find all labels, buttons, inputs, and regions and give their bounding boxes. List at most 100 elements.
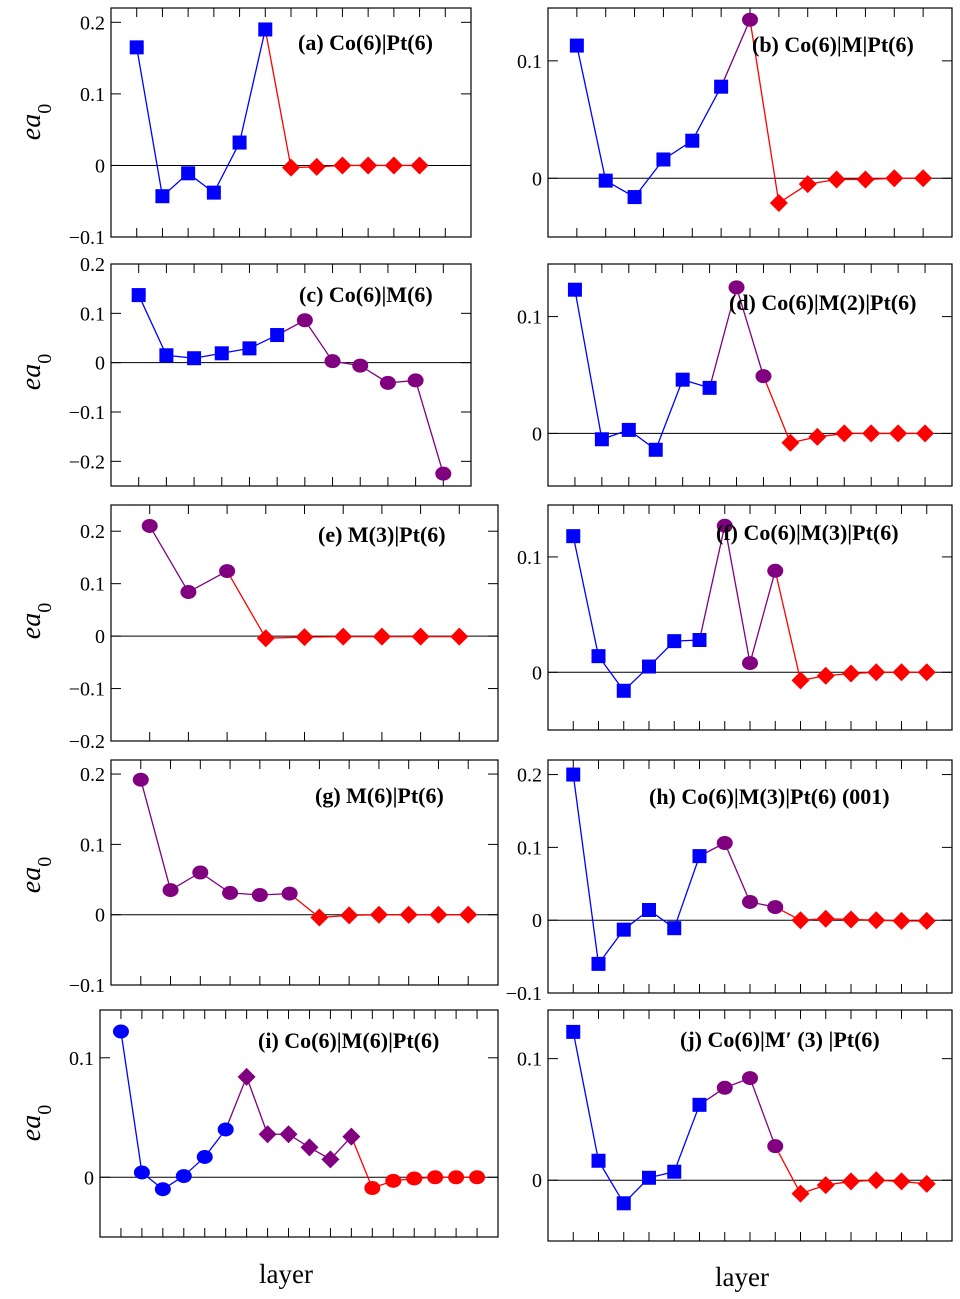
data-point-m [767,1139,784,1154]
y-tick-label: 0.1 [517,547,542,569]
data-point-m [192,865,209,880]
y-tick-label: −0.2 [69,731,105,753]
data-point-co [566,529,581,544]
series-segment [724,525,751,664]
y-axis-title: ea0 [16,603,56,639]
data-point-m [435,466,452,481]
data-point-co [627,190,642,205]
y-axis-title: ea0 [16,1105,56,1141]
series-segment [225,1076,248,1130]
y-tick-label: 0 [95,353,105,375]
data-point-pt [450,627,469,646]
series-segment [572,536,600,657]
panel-title: (a) Co(6)|Pt(6) [298,30,433,55]
data-point-m [716,1080,733,1095]
y-tick-label: 0.1 [517,1049,542,1071]
data-point-m [742,12,758,27]
y-tick-label: −0.1 [506,983,542,1005]
data-point-m [728,280,745,295]
series-segment [762,375,792,444]
data-point-co [616,922,631,937]
data-point-co [196,1149,213,1164]
panel-f: 0 0.1 (f) Co(6)|M(3)|Pt(6) [517,504,953,731]
data-point-pt [385,1173,402,1188]
data-point-pt [867,1171,886,1190]
data-point-pt [256,629,275,648]
series-segment [655,379,684,451]
data-point-pt [791,671,810,690]
data-point-m [132,772,149,787]
data-point-pt [333,156,352,175]
data-point-m [324,354,341,369]
y-tick-label: 0.2 [517,765,542,787]
data-point-pt [798,175,817,194]
data-point-pt [369,905,388,924]
data-point-co [642,902,656,917]
y-axis-title-main: ea [16,364,47,390]
data-point-m [755,369,772,384]
data-point-pt [399,905,418,924]
series-segment [691,86,722,142]
data-point-co [692,633,707,647]
data-point-m [219,564,236,579]
data-point-pt [307,157,326,176]
data-point-pt [867,911,886,930]
panel-title: (j) Co(6)|M′ (3) |Pt(6) [680,1027,880,1052]
data-point-pt [469,1170,486,1185]
data-point-co [621,422,636,437]
series-segment [264,29,292,168]
panel-b: 0 0.1 (b) Co(6)|M|Pt(6) [517,7,953,238]
y-tick-label: 0 [532,910,542,932]
y-tick-label: 0 [532,168,542,190]
series-segment [708,287,738,389]
data-point-pt [791,911,810,930]
y-tick-label: 0 [95,155,105,177]
y-tick-label: 0.1 [80,834,105,856]
y-tick-label: −0.1 [69,227,105,249]
y-tick-label: 0 [532,423,542,445]
plot-frame [547,263,953,487]
data-point-co [667,921,682,936]
x-axis-title: layer [715,1262,769,1292]
y-axis-title-main: ea [16,613,47,639]
data-point-m [767,900,784,915]
data-point-co [642,1170,656,1185]
y-tick-label: 0.1 [69,1048,94,1070]
data-point-co [594,432,609,447]
series-segment [774,1145,802,1194]
y-axis-title: ea0 [16,104,56,140]
data-point-pt [310,908,329,927]
data-point-m [296,313,313,328]
data-point-m [716,836,733,851]
series-segment [238,29,266,143]
data-point-pt [406,1171,423,1186]
data-point-m [342,1127,361,1146]
data-point-m [237,1067,256,1086]
y-tick-label: 0.2 [80,254,105,276]
panel-title: (c) Co(6)|M(6) [299,282,433,307]
panel-d: 0 0.1 (d) Co(6)|M(2)|Pt(6) [517,263,953,487]
data-point-co [270,328,285,343]
data-point-pt [410,156,429,175]
data-point-pt [769,193,788,212]
data-point-pt [914,169,933,188]
y-tick-label: 0.1 [80,303,105,325]
data-point-pt [842,910,860,929]
y-axis-title-sub: 0 [34,857,56,867]
y-tick-label: 0.2 [80,12,105,34]
data-point-pt [892,1172,911,1191]
data-point-m [281,886,298,901]
data-point-pt [808,427,827,446]
data-point-pt [892,911,911,930]
series-segment [572,1031,600,1161]
y-tick-label: 0.2 [80,521,105,543]
y-tick-label: 0.1 [80,574,105,596]
y-axis-title-sub: 0 [34,354,56,364]
series-segment [574,289,603,440]
data-point-pt [429,905,448,924]
data-point-co [566,767,581,782]
data-point-co [566,1024,581,1039]
panel-title: (h) Co(6)|M(3)|Pt(6) (001) [649,784,890,809]
data-point-co [217,1122,234,1137]
